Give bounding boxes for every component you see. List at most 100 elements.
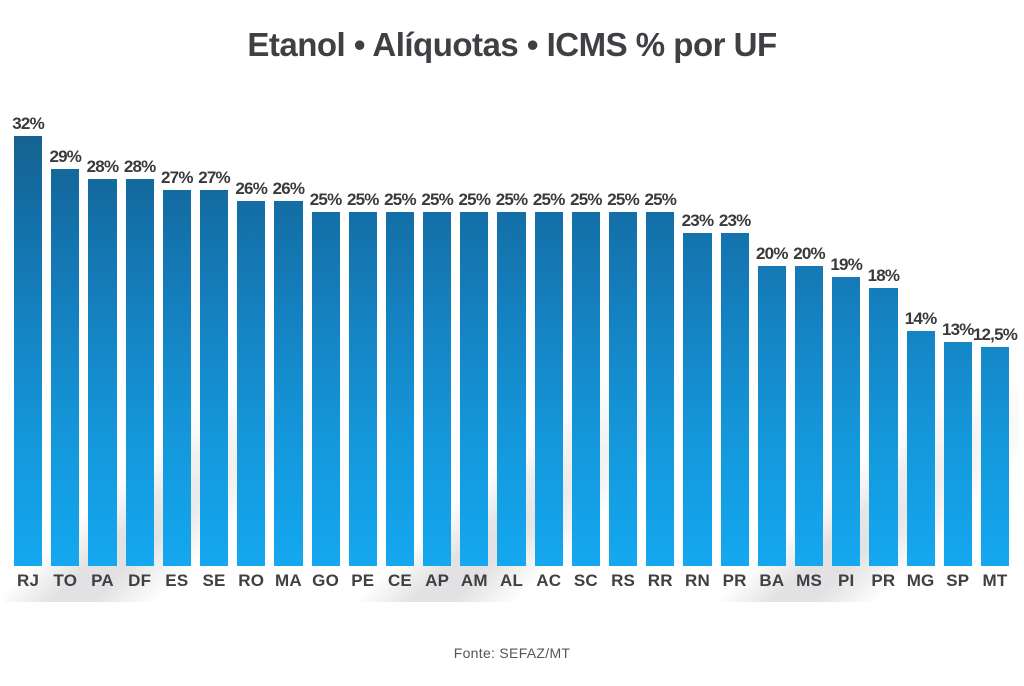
x-axis-label: RS: [611, 571, 636, 590]
bar-value-label: 25%: [607, 190, 639, 209]
x-axis-label: AC: [536, 571, 562, 590]
x-axis-label: RR: [647, 571, 673, 590]
x-axis-label: RJ: [17, 571, 40, 590]
bar: [125, 179, 154, 566]
bar-value-label: 28%: [123, 157, 156, 176]
chart-title: Etanol • Alíquotas • ICMS % por UF: [247, 26, 777, 63]
bar: [646, 212, 675, 566]
x-axis-label: PE: [351, 571, 375, 590]
bar-value-label: 23%: [718, 211, 751, 230]
bar: [348, 212, 377, 566]
x-axis-label: MT: [982, 571, 1008, 590]
bar-value-label: 25%: [644, 190, 677, 209]
bar-value-label: 27%: [198, 168, 230, 187]
bar-column: 14%: [904, 132, 937, 566]
bar: [794, 266, 824, 566]
source-note: Fonte: SEFAZ/MT: [453, 645, 571, 661]
bar: [88, 179, 117, 566]
bar-column: 23%: [681, 132, 714, 566]
bar-value-label: 20%: [793, 244, 825, 263]
x-axis-label: SC: [573, 571, 598, 590]
x-axis-label: ES: [165, 571, 189, 590]
x-axis-label: PR: [722, 571, 747, 590]
x-axis-label: PR: [871, 571, 896, 590]
bar-value-label: 18%: [867, 266, 900, 285]
bar-value-label: 29%: [49, 147, 82, 166]
bar-value-label: 25%: [346, 190, 379, 209]
x-axis-label: SE: [202, 571, 226, 590]
bar: [460, 212, 489, 566]
x-axis-label: MA: [274, 571, 302, 590]
bar: [832, 277, 861, 566]
chart-area: 32% 29% 28% 28% 27% 27% 26% 26% 25% 25%: [4, 115, 1019, 602]
x-axis-label: RN: [684, 571, 710, 590]
bar-column: 25%: [421, 132, 454, 566]
bar-value-label: 27%: [161, 168, 193, 187]
bar-value-label: 28%: [86, 157, 119, 176]
bar: [571, 212, 600, 566]
x-axis-label: SP: [946, 571, 970, 590]
x-axis-label: RO: [238, 571, 265, 590]
x-axis-label: AL: [500, 571, 524, 590]
x-axis-label: PA: [91, 571, 114, 590]
bar: [14, 136, 43, 566]
x-axis-label: MS: [796, 571, 822, 590]
bar-column: 32%: [12, 115, 45, 566]
bar: [237, 201, 266, 566]
bar-column: 13%: [941, 132, 974, 566]
bar-column: 12,5%: [973, 132, 1018, 566]
bar-column: 28%: [123, 132, 156, 566]
x-axis-label: AP: [425, 571, 450, 590]
bar: [162, 190, 191, 566]
bar-column: 25%: [644, 132, 677, 566]
bar-column: 29%: [49, 132, 82, 566]
bar: [943, 342, 972, 566]
x-axis-label: MG: [906, 571, 935, 590]
bar-value-label: 25%: [421, 190, 453, 209]
bar-value-label: 25%: [458, 190, 491, 209]
bar-column: 28%: [86, 132, 119, 566]
x-axis-label: TO: [53, 571, 78, 590]
bar: [609, 212, 638, 566]
bar-value-label: 23%: [681, 211, 714, 230]
bar-value-label: 25%: [495, 190, 528, 209]
x-axis-label: CE: [387, 571, 412, 590]
bar-column: 25%: [346, 132, 379, 566]
bar: [497, 212, 526, 566]
bar-column: 27%: [198, 132, 231, 566]
bar-value-label: 13%: [941, 320, 974, 339]
bar-column: 18%: [867, 132, 900, 566]
plot-area: 32% 29% 28% 28% 27% 27% 26% 26% 25% 25%: [12, 115, 1018, 566]
x-axis-label: DF: [128, 571, 152, 590]
bar-value-label: 14%: [904, 309, 937, 328]
bar: [385, 212, 415, 566]
bar: [683, 233, 712, 566]
x-axis-labels: RJ TO PA DF ES SE RO MA GO PE CE AP AM AL AC SC RS RR RN PR…: [14, 571, 1009, 591]
bar-value-label: 25%: [384, 190, 416, 209]
bar: [311, 212, 340, 566]
bar-value-label: 32%: [12, 114, 44, 133]
bar-column: 20%: [756, 132, 788, 566]
bar-value-label: 20%: [756, 244, 788, 263]
x-axis-label: BA: [759, 571, 785, 590]
bar-column: 25%: [533, 132, 565, 566]
x-axis-label: PI: [837, 571, 855, 590]
bar: [534, 212, 563, 566]
bar-column: 25%: [458, 132, 491, 566]
bar-value-label: 12,5%: [972, 325, 1018, 344]
bar-column: 19%: [830, 132, 863, 566]
bar-column: 25%: [495, 132, 528, 566]
bar-value-label: 19%: [830, 255, 863, 274]
bar: [51, 169, 80, 566]
bar-column: 27%: [161, 132, 193, 566]
bar: [720, 233, 749, 566]
bar-value-label: 26%: [272, 179, 305, 198]
bar: [423, 212, 452, 566]
bar: [274, 201, 303, 566]
bar-column: 23%: [718, 132, 751, 566]
bar-value-label: 26%: [235, 179, 268, 198]
bar: [757, 266, 786, 566]
bar: [869, 288, 898, 566]
bar-column: 20%: [793, 132, 826, 566]
